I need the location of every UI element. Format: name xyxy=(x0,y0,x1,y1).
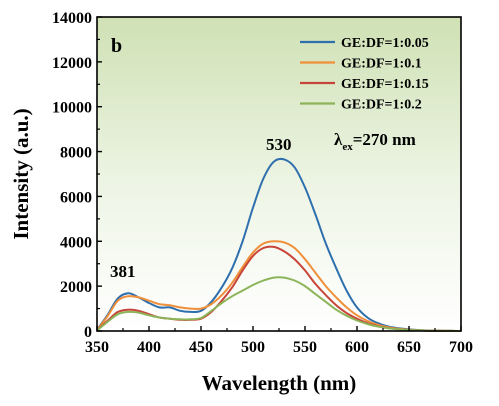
y-tick-label: 12000 xyxy=(52,55,92,72)
y-axis-title: Intensity (a.u.) xyxy=(9,108,33,239)
excitation-label: λex=270 nm xyxy=(334,130,416,153)
panel-label: b xyxy=(111,35,122,57)
x-tick-label: 500 xyxy=(241,339,265,356)
x-tick-label: 350 xyxy=(85,339,109,356)
y-axis: 0 2000 4000 6000 8000 10000 12000 14000 xyxy=(52,10,102,341)
x-tick-label: 400 xyxy=(137,339,161,356)
y-tick-label: 2000 xyxy=(60,279,92,296)
plot-background xyxy=(97,17,461,331)
series-line-4 xyxy=(96,276,462,332)
x-axis: 350 400 450 500 550 600 650 700 xyxy=(85,326,473,356)
x-tick-label: 700 xyxy=(449,339,473,356)
y-tick-label: 8000 xyxy=(60,145,92,162)
peak-label-530: 530 xyxy=(266,135,292,154)
excitation-lambda: λ xyxy=(334,130,343,149)
series-layer xyxy=(96,157,462,332)
excitation-value: =270 nm xyxy=(353,130,416,149)
x-tick-label: 600 xyxy=(345,339,369,356)
y-tick-label: 14000 xyxy=(52,10,92,27)
legend-label: GE:DF=1:0.1 xyxy=(341,57,422,72)
y-tick-label: 6000 xyxy=(60,189,92,206)
x-tick-label: 650 xyxy=(397,339,421,356)
excitation-subscript: ex xyxy=(342,141,353,153)
legend-label: GE:DF=1:0.05 xyxy=(341,36,429,51)
y-tick-label: 4000 xyxy=(60,234,92,251)
x-tick-label: 550 xyxy=(293,339,317,356)
legend: GE:DF=1:0.05 GE:DF=1:0.1 GE:DF=1:0.15 GE:DF… xyxy=(300,36,429,113)
x-axis-title: Wavelength (nm) xyxy=(202,371,357,395)
y-tick-label: 10000 xyxy=(52,100,92,117)
x-tick-label: 450 xyxy=(189,339,213,356)
y-tick-label: 0 xyxy=(84,324,92,341)
legend-label: GE:DF=1:0.15 xyxy=(341,77,429,92)
legend-label: GE:DF=1:0.2 xyxy=(341,98,422,113)
peak-label-381: 381 xyxy=(110,262,136,281)
